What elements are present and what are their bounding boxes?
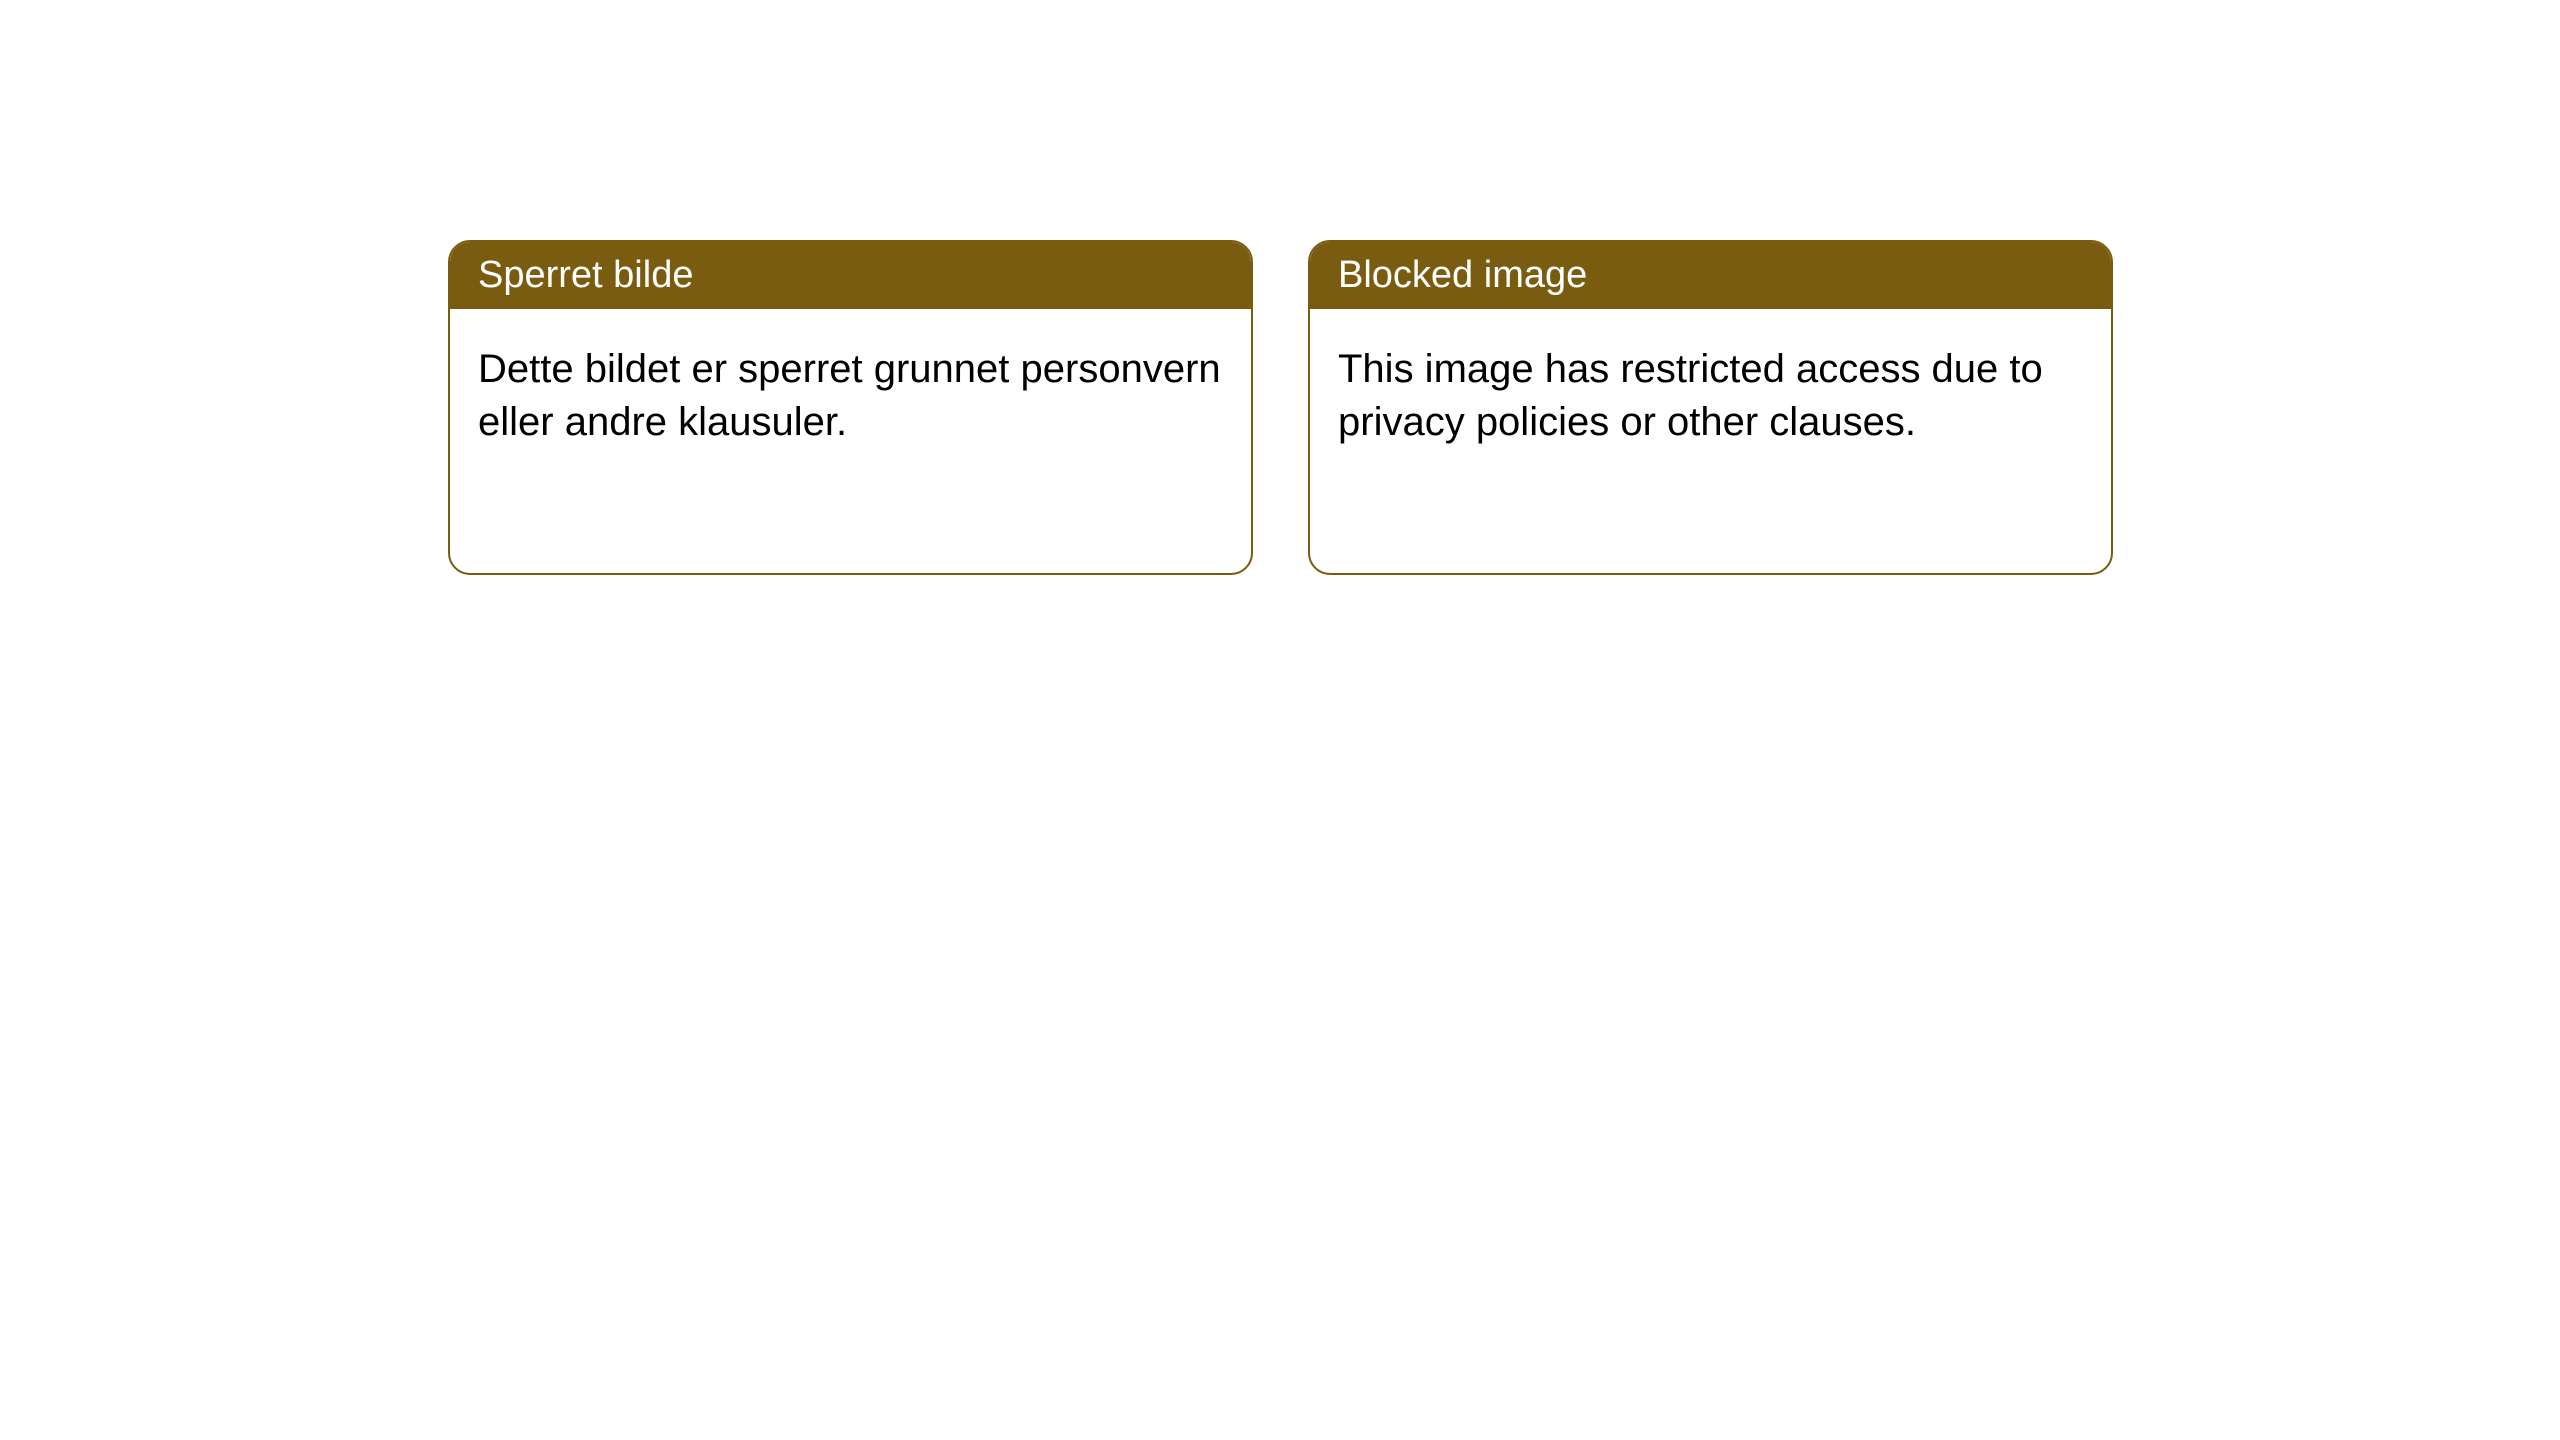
notice-card-norwegian: Sperret bilde Dette bildet er sperret gr…: [448, 240, 1253, 575]
card-body: This image has restricted access due to …: [1310, 309, 2111, 483]
card-header: Sperret bilde: [450, 242, 1251, 309]
card-title: Sperret bilde: [478, 254, 693, 296]
notice-cards-container: Sperret bilde Dette bildet er sperret gr…: [448, 240, 2113, 575]
card-body-text: This image has restricted access due to …: [1338, 347, 2043, 444]
card-title: Blocked image: [1338, 254, 1587, 296]
card-header: Blocked image: [1310, 242, 2111, 309]
notice-card-english: Blocked image This image has restricted …: [1308, 240, 2113, 575]
card-body-text: Dette bildet er sperret grunnet personve…: [478, 347, 1221, 444]
card-body: Dette bildet er sperret grunnet personve…: [450, 309, 1251, 483]
